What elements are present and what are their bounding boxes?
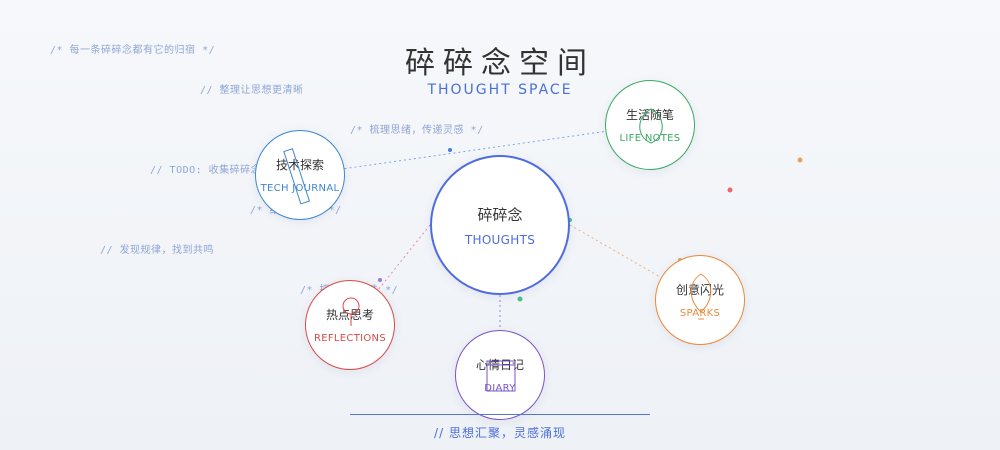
- page-title: 碎碎念空间: [405, 46, 595, 81]
- page-subtitle: THOUGHT SPACE: [427, 82, 573, 98]
- dot-purple: [378, 278, 382, 282]
- dot-green-low: [517, 296, 523, 302]
- node-life-notes-cn: 生活随笔: [625, 108, 674, 122]
- link-tech-life: [299, 124, 651, 176]
- comment-6: // 发现规律，找到共鸣: [100, 245, 215, 256]
- node-reflections[interactable]: 热点思考 REFLECTIONS: [305, 280, 395, 370]
- footer-divider: [350, 414, 650, 415]
- node-tech-journal-en: TECH JOURNAL: [260, 183, 340, 194]
- dot-orange-right: [797, 157, 803, 163]
- node-thoughts-cn: 碎碎念: [477, 205, 523, 224]
- comment-2: // 整理让思想更清晰: [200, 85, 304, 96]
- node-sparks-cn: 创意闪光: [675, 283, 724, 297]
- node-tech-journal[interactable]: 技术探索 TECH JOURNAL: [255, 130, 345, 220]
- footer-tagline: // 思想汇聚，灵感涌现: [434, 426, 566, 440]
- node-tech-journal-cn: 技术探索: [275, 158, 324, 172]
- node-diary[interactable]: 心情日记 DIARY: [455, 330, 545, 420]
- comment-1: /* 每一条碎碎念都有它的归宿 */: [50, 45, 216, 56]
- dot-blue: [448, 148, 452, 152]
- node-diary-cn: 心情日记: [475, 358, 524, 372]
- node-sparks-en: SPARKS: [679, 308, 721, 319]
- comment-4: // TODO: 收集碎碎念: [150, 165, 262, 176]
- node-thoughts[interactable]: 碎碎念 THOUGHTS: [430, 155, 570, 295]
- dot-red-right: [727, 187, 733, 193]
- comment-3: /* 梳理思绪，传递灵感 */: [350, 125, 484, 136]
- node-reflections-en: REFLECTIONS: [314, 333, 386, 344]
- node-thoughts-en: THOUGHTS: [464, 232, 536, 247]
- node-reflections-cn: 热点思考: [325, 308, 374, 322]
- node-diary-en: DIARY: [484, 383, 516, 394]
- node-life-notes[interactable]: 生活随笔 LIFE NOTES: [605, 80, 695, 170]
- node-life-notes-en: LIFE NOTES: [619, 133, 681, 144]
- node-sparks[interactable]: 创意闪光 SPARKS: [655, 255, 745, 345]
